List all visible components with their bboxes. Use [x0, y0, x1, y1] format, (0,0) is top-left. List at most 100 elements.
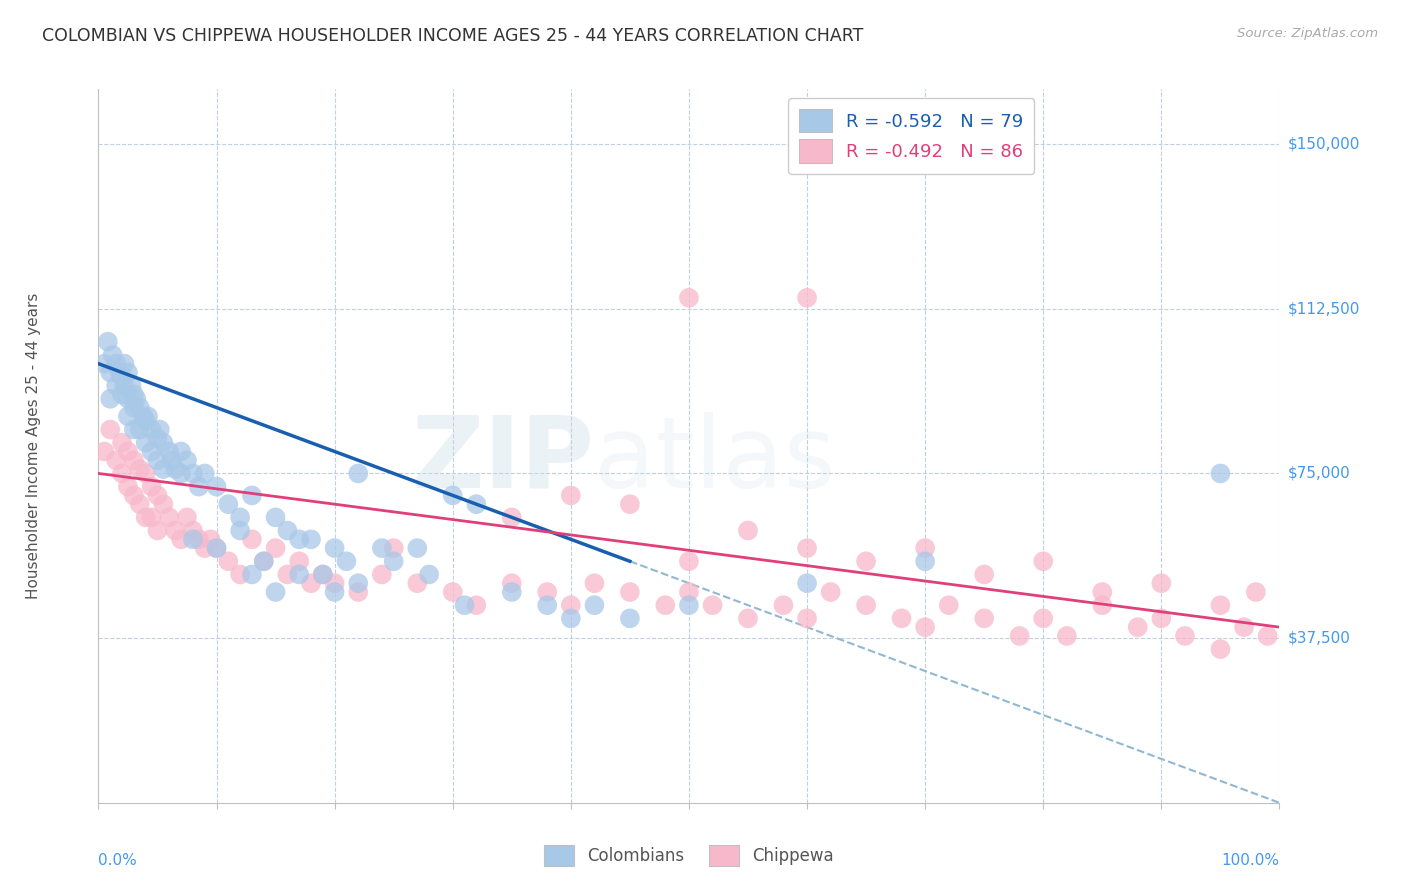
Point [276, 567, 298, 582]
Point [128, 462, 150, 476]
Point [117, 366, 139, 380]
Point [217, 554, 239, 568]
Point [141, 423, 163, 437]
Point [117, 392, 139, 406]
Point [121, 378, 143, 392]
Point [323, 576, 346, 591]
Point [536, 598, 558, 612]
Point [170, 444, 193, 458]
Point [112, 357, 135, 371]
Point [678, 554, 700, 568]
Point [323, 541, 346, 555]
Point [93, 444, 115, 458]
Point [170, 467, 193, 481]
Point [125, 392, 148, 406]
Point [299, 576, 322, 591]
Point [229, 510, 252, 524]
Point [165, 524, 187, 538]
Point [264, 585, 287, 599]
Point [111, 467, 134, 481]
Point [347, 576, 370, 591]
Point [1209, 642, 1232, 657]
Point [105, 357, 128, 371]
Point [98, 366, 121, 380]
Point [536, 585, 558, 599]
Point [312, 567, 335, 582]
Point [1032, 554, 1054, 568]
Text: 0.0%: 0.0% [98, 853, 138, 868]
Point [240, 533, 263, 547]
Point [335, 554, 357, 568]
Point [132, 409, 155, 424]
Text: Source: ZipAtlas.com: Source: ZipAtlas.com [1237, 27, 1378, 40]
Point [160, 453, 183, 467]
Point [465, 598, 488, 612]
Point [128, 497, 150, 511]
Point [288, 533, 311, 547]
Point [111, 435, 134, 450]
Point [312, 567, 335, 582]
Point [165, 462, 187, 476]
Point [619, 585, 641, 599]
Point [1008, 629, 1031, 643]
Point [1056, 629, 1078, 643]
Point [890, 611, 912, 625]
Point [560, 598, 582, 612]
Point [152, 497, 174, 511]
Point [141, 510, 163, 524]
Point [93, 357, 115, 371]
Point [1257, 629, 1279, 643]
Point [122, 488, 145, 502]
Point [678, 291, 700, 305]
Point [146, 453, 169, 467]
Point [200, 533, 222, 547]
Point [128, 423, 150, 437]
Point [1233, 620, 1256, 634]
Point [152, 462, 174, 476]
Point [820, 585, 842, 599]
Point [122, 453, 145, 467]
Point [1126, 620, 1149, 634]
Point [1150, 611, 1173, 625]
Point [1150, 576, 1173, 591]
Point [453, 598, 475, 612]
Point [796, 576, 818, 591]
Point [181, 467, 204, 481]
Point [347, 467, 370, 481]
Point [135, 414, 157, 428]
Point [101, 348, 124, 362]
Point [117, 444, 139, 458]
Point [108, 366, 131, 380]
Point [973, 567, 995, 582]
Point [146, 488, 169, 502]
Point [772, 598, 794, 612]
Text: $150,000: $150,000 [1288, 136, 1360, 152]
Point [105, 453, 128, 467]
Point [323, 585, 346, 599]
Point [149, 423, 172, 437]
Point [146, 431, 169, 445]
Point [583, 576, 606, 591]
Point [654, 598, 676, 612]
Point [176, 510, 198, 524]
Point [112, 378, 135, 392]
Point [276, 524, 298, 538]
Point [1032, 611, 1054, 625]
Point [371, 567, 394, 582]
Point [117, 480, 139, 494]
Point [619, 497, 641, 511]
Point [855, 554, 877, 568]
Point [371, 541, 394, 555]
Text: ZIP: ZIP [412, 412, 595, 508]
Point [702, 598, 724, 612]
Point [560, 488, 582, 502]
Point [299, 533, 322, 547]
Point [264, 541, 287, 555]
Point [152, 435, 174, 450]
Point [465, 497, 488, 511]
Point [135, 467, 157, 481]
Point [1091, 598, 1114, 612]
Point [181, 533, 204, 547]
Point [914, 541, 936, 555]
Point [146, 524, 169, 538]
